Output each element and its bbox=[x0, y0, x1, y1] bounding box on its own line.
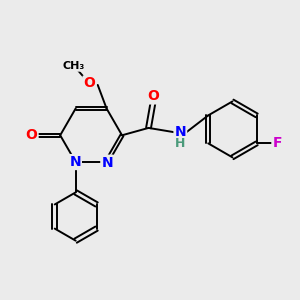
Text: O: O bbox=[84, 76, 95, 91]
Text: N: N bbox=[69, 155, 81, 169]
Text: N: N bbox=[101, 156, 113, 170]
Text: CH₃: CH₃ bbox=[62, 61, 85, 71]
Text: N: N bbox=[175, 125, 186, 139]
Text: O: O bbox=[26, 128, 38, 142]
Text: H: H bbox=[175, 137, 185, 150]
Text: O: O bbox=[147, 89, 159, 103]
Text: F: F bbox=[272, 136, 282, 150]
